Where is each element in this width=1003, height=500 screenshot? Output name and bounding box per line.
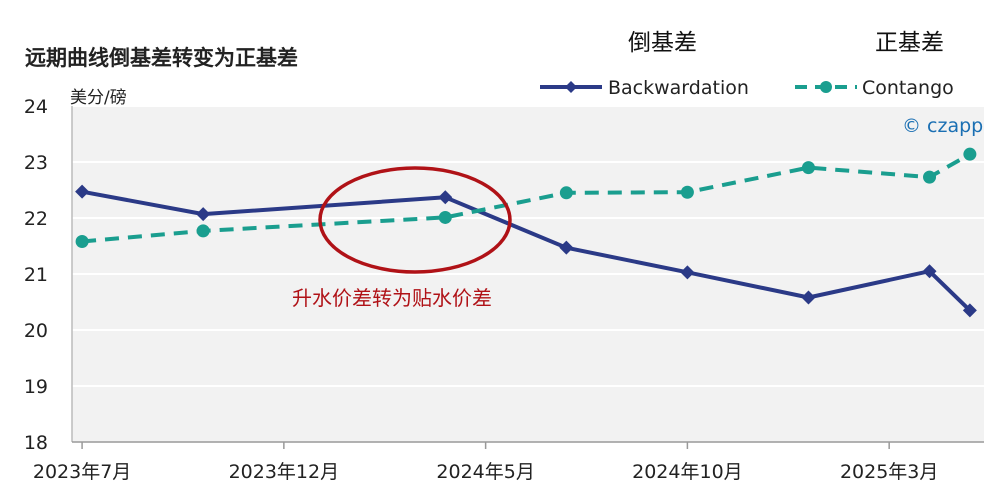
- highlight-circle: [318, 166, 512, 274]
- y-tick-label: 18: [24, 432, 48, 454]
- data-point-contango: [75, 235, 89, 249]
- series-line-backwardation: [81, 189, 972, 312]
- data-point-backwardation: [196, 207, 211, 222]
- data-point-contango: [559, 186, 573, 200]
- series-line-contango: [81, 152, 971, 244]
- x-tick-label: 2024年5月: [436, 461, 534, 483]
- data-point-backwardation: [962, 303, 977, 318]
- y-tick-label: 19: [24, 376, 48, 398]
- legend-marker-contango: [820, 81, 832, 93]
- data-point-contango: [680, 185, 694, 199]
- x-tick-label: 2023年12月: [229, 461, 340, 483]
- contango-heading: 正基差: [875, 30, 944, 56]
- legend-label-contango: Contango: [862, 77, 954, 99]
- data-point-backwardation: [680, 265, 695, 280]
- x-tick-label: 2023年7月: [33, 461, 131, 483]
- y-axis-label: 美分/磅: [70, 88, 127, 108]
- legend: Backwardation Contango: [540, 77, 954, 99]
- tick-labels: 18 19 20 21 22 23 24 2023年7月 2023年12月 2024年5月 2024…: [24, 96, 939, 483]
- brand-watermark: © czapp: [902, 115, 983, 137]
- annotation-text: 升水价差转为贴水价差: [292, 286, 492, 310]
- data-point-contango: [801, 161, 815, 175]
- data-point-backwardation: [801, 290, 816, 305]
- backwardation-heading: 倒基差: [628, 30, 697, 56]
- y-tick-label: 22: [24, 208, 48, 230]
- data-point-contango: [438, 210, 452, 224]
- data-point-backwardation: [438, 190, 453, 205]
- x-tick-label: 2024年10月: [632, 461, 743, 483]
- data-point-backwardation: [75, 184, 90, 199]
- data-point-contango: [963, 147, 977, 161]
- data-point-backwardation: [559, 240, 574, 255]
- data-point-contango: [923, 170, 937, 184]
- x-tick-label: 2025年3月: [840, 461, 938, 483]
- data-point-contango: [196, 224, 210, 238]
- data-point-backwardation: [922, 264, 937, 279]
- y-tick-label: 20: [24, 320, 48, 342]
- gridlines: [72, 105, 984, 387]
- axes: [71, 106, 984, 449]
- y-tick-label: 23: [24, 152, 48, 174]
- legend-marker-backwardation: [565, 81, 577, 93]
- legend-label-backwardation: Backwardation: [608, 77, 749, 99]
- chart-title: 远期曲线倒基差转变为正基差: [25, 45, 298, 70]
- y-tick-label: 21: [24, 264, 48, 286]
- series-layer: [75, 147, 977, 318]
- y-tick-label: 24: [24, 96, 48, 118]
